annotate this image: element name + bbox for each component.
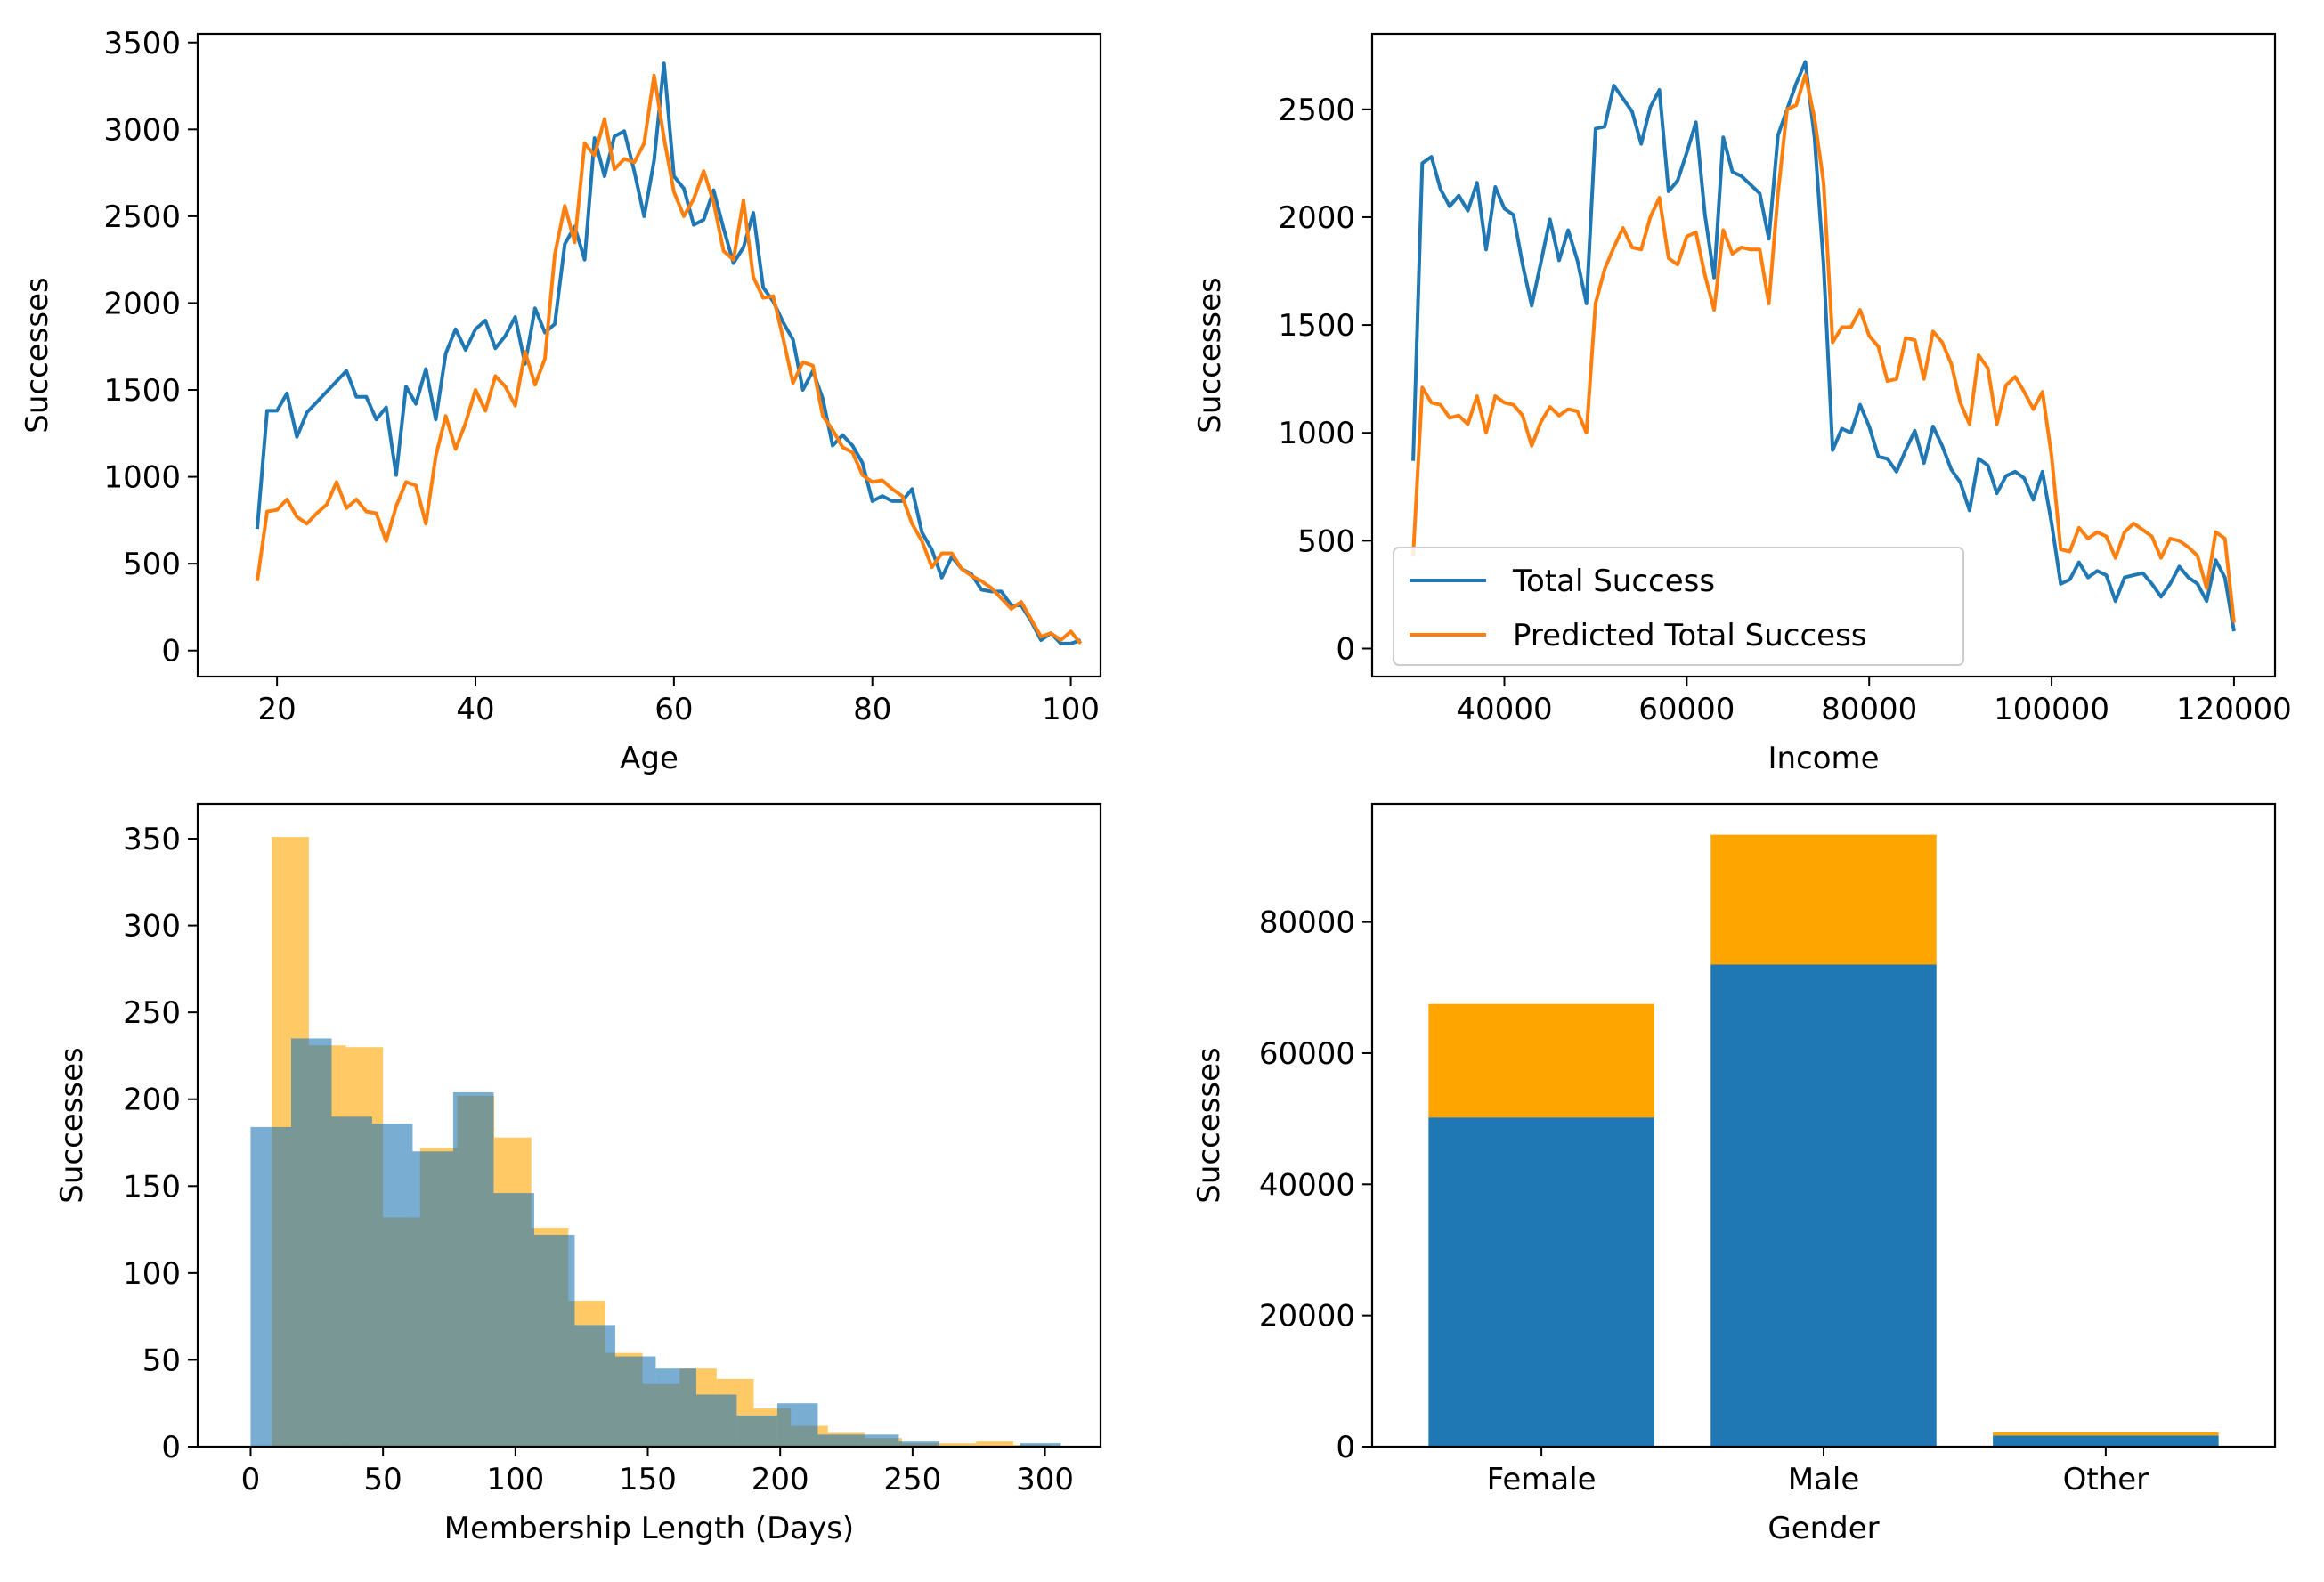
histogram-bar-1	[250, 1126, 291, 1447]
y-tick-label: 0	[1336, 632, 1355, 668]
y-axis-label: Successes	[20, 277, 55, 434]
y-tick-label: 40000	[1259, 1167, 1355, 1203]
x-axis-label: Age	[620, 741, 679, 776]
stacked-bar-1	[1993, 1432, 2219, 1436]
x-tick-label: 50	[364, 1462, 402, 1497]
y-tick-label: 3500	[103, 26, 181, 61]
x-tick-label: 60	[654, 692, 693, 727]
y-tick-label: 3000	[103, 112, 181, 148]
axes-frame	[196, 802, 1102, 1448]
x-tick-label: 250	[883, 1462, 941, 1497]
legend-entry: Total Success	[1512, 564, 1715, 599]
y-tick-label: 2000	[103, 286, 181, 321]
membership-histogram: 0 50 100 150 200 250 300 350 0 50 100 150 200 250 300 M…	[54, 802, 1102, 1546]
y-tick-label: 2500	[103, 199, 181, 235]
x-tick-label: 150	[619, 1462, 677, 1497]
histogram-bar-1	[1020, 1443, 1061, 1447]
x-tick-label: 300	[1016, 1462, 1074, 1497]
y-tick-label: 0	[161, 634, 181, 669]
category-label: Female	[1487, 1462, 1597, 1497]
y-tick-label: 100	[123, 1256, 181, 1292]
category-label: Male	[1788, 1462, 1860, 1497]
y-tick-label: 2000	[1278, 200, 1355, 236]
histogram-bar-0	[976, 1441, 1013, 1447]
stacked-bar-0	[1428, 1117, 1654, 1447]
y-tick-label: 500	[1297, 523, 1355, 559]
x-tick-label: 40	[456, 692, 494, 727]
age-line-chart: 0 500 1000 1500 2000 2500 3000 3500 20 40 60 80 100 A…	[20, 26, 1102, 776]
gender-stacked-bar-chart: Female Male Other 0 20000 40000 60000 80000 Gend…	[1191, 802, 2277, 1546]
category-label: Other	[2063, 1462, 2149, 1497]
stacked-bar-0	[1993, 1435, 2219, 1447]
income-line-chart: 0 500 1000 1500 2000 2500 40000 60000 80000 10000…	[1192, 32, 2292, 776]
histogram-bar-1	[655, 1368, 696, 1447]
histogram-bar-1	[533, 1234, 575, 1447]
y-tick-label: 150	[123, 1169, 181, 1205]
series-line-0	[1411, 60, 2236, 632]
x-axis-label: Income	[1767, 741, 1879, 776]
x-tick-label: 0	[241, 1462, 261, 1497]
stacked-bar-1	[1428, 1003, 1654, 1118]
histogram-bar-1	[736, 1415, 777, 1447]
histogram-bar-1	[574, 1325, 615, 1447]
histogram-bar-1	[290, 1038, 332, 1447]
histogram-bar-1	[776, 1403, 818, 1447]
y-tick-label: 1500	[1278, 308, 1355, 344]
x-tick-label: 20	[258, 692, 297, 727]
histogram-bar-1	[412, 1151, 453, 1447]
legend-entry: Predicted Total Success	[1513, 618, 1867, 653]
legend-box	[1393, 547, 1964, 666]
x-tick-label: 100	[486, 1462, 544, 1497]
y-tick-label: 0	[161, 1430, 181, 1465]
x-axis-label: Membership Length (Days)	[444, 1511, 854, 1546]
y-axis-label: Successes	[1191, 1047, 1227, 1204]
series-line-1	[255, 73, 1083, 645]
axes-frame	[196, 32, 1102, 678]
y-tick-label: 250	[123, 995, 181, 1031]
x-tick-label: 60000	[1638, 692, 1735, 727]
x-tick-label: 80000	[1821, 692, 1917, 727]
histogram-bar-0	[939, 1443, 977, 1447]
histogram-bar-1	[817, 1434, 858, 1447]
histogram-bar-1	[452, 1091, 494, 1447]
y-tick-label: 2500	[1278, 93, 1355, 128]
y-axis-label: Successes	[1192, 277, 1228, 434]
axes-frame	[1370, 802, 2277, 1448]
stacked-bar-1	[1710, 834, 1937, 965]
y-tick-label: 0	[1336, 1430, 1355, 1465]
histogram-bar-1	[857, 1434, 899, 1447]
series-line-0	[255, 61, 1082, 645]
y-tick-label: 80000	[1259, 905, 1355, 941]
series-line-1	[1411, 73, 2236, 623]
histogram-bar-1	[898, 1441, 939, 1447]
x-tick-label: 200	[752, 1462, 809, 1497]
y-tick-label: 1500	[103, 373, 181, 409]
x-tick-label: 80	[853, 692, 891, 727]
y-tick-label: 300	[123, 909, 181, 945]
histogram-bar-1	[614, 1356, 656, 1447]
x-tick-label: 40000	[1456, 692, 1552, 727]
y-tick-label: 20000	[1259, 1299, 1355, 1335]
y-axis-label: Successes	[54, 1047, 90, 1204]
stacked-bar-0	[1710, 964, 1937, 1447]
y-tick-label: 60000	[1259, 1036, 1355, 1072]
histogram-bar-1	[371, 1124, 413, 1447]
y-tick-label: 350	[123, 822, 181, 857]
y-tick-label: 500	[123, 547, 181, 582]
x-axis-label: Gender	[1767, 1511, 1879, 1546]
y-tick-label: 1000	[103, 460, 181, 496]
axes-frame	[1370, 32, 2277, 678]
histogram-bar-1	[493, 1193, 534, 1447]
y-tick-label: 200	[123, 1083, 181, 1118]
histogram-bar-1	[695, 1394, 737, 1447]
y-tick-label: 1000	[1278, 416, 1355, 451]
x-tick-label: 100	[1042, 692, 1100, 727]
x-tick-label: 100000	[1994, 692, 2109, 727]
histogram-bar-1	[331, 1116, 372, 1447]
x-tick-label: 120000	[2176, 692, 2292, 727]
y-tick-label: 50	[142, 1343, 181, 1378]
